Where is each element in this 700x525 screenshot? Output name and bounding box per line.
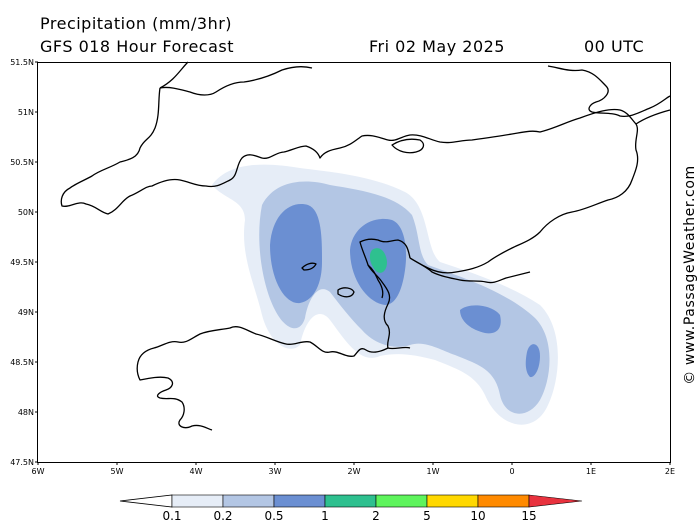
- legend-label: 15: [521, 509, 536, 523]
- lon-label: 6W: [32, 467, 45, 476]
- legend-swatch: [426, 494, 479, 508]
- legend-label: 10: [470, 509, 485, 523]
- forecast-label: GFS 018 Hour Forecast: [40, 37, 235, 56]
- lon-label: 5W: [111, 467, 124, 476]
- legend-label: 0.2: [213, 509, 232, 523]
- coastline-england: [60, 61, 639, 274]
- jersey-island: [337, 287, 355, 298]
- lat-label: 48N: [18, 408, 34, 417]
- coastline-normandy: [409, 257, 531, 284]
- legend-swatch: [171, 494, 224, 508]
- lon-label: 1E: [586, 467, 596, 476]
- map-title: Precipitation (mm/3hr): [40, 14, 233, 33]
- lat-label: 49N: [18, 308, 34, 317]
- precip-level-0-5: [460, 305, 501, 334]
- precip-level-1: [369, 248, 387, 273]
- lon-label: 2W: [348, 467, 361, 476]
- legend-swatch: [477, 494, 530, 508]
- forecast-time: 00 UTC: [584, 37, 645, 56]
- legend-arrow-low: [119, 494, 173, 508]
- legend-swatch: [324, 494, 377, 508]
- coastlines: [60, 61, 671, 431]
- coastline-brittany: [136, 326, 389, 431]
- legend-label: 0.1: [162, 509, 181, 523]
- precip-fields: [212, 164, 558, 425]
- guernsey-island: [301, 262, 317, 271]
- lat-label: 51.5N: [10, 58, 34, 67]
- legend-label: 2: [372, 509, 380, 523]
- precip-level-0-5: [525, 344, 540, 378]
- lat-label: 51N: [18, 108, 34, 117]
- isle-of-wight: [391, 138, 425, 154]
- lat-label: 50N: [18, 208, 34, 217]
- legend-label: 0.5: [264, 509, 283, 523]
- lat-label: 49.5N: [10, 258, 34, 267]
- legend-swatch: [273, 494, 326, 508]
- precip-level-0-5: [270, 204, 322, 304]
- legend-swatch: [222, 494, 275, 508]
- legend-label: 5: [423, 509, 431, 523]
- coastline-kent: [547, 65, 671, 118]
- coastline-wales: [159, 66, 313, 96]
- legend-swatch: [528, 494, 583, 508]
- lon-label: 0: [509, 467, 514, 476]
- precip-legend: 0.1 0.2 0.5 1 2 5 10 15: [119, 494, 583, 523]
- coastline-east-anglia: [635, 109, 671, 125]
- lat-label: 47.5N: [10, 458, 34, 467]
- lat-label: 48.5N: [10, 358, 34, 367]
- legend-label: 1: [321, 509, 329, 523]
- legend-swatch: [375, 494, 428, 508]
- forecast-date: Fri 02 May 2025: [369, 37, 505, 56]
- precip-level-0-2: [259, 181, 550, 414]
- border-line: [367, 264, 384, 299]
- lon-label: 3W: [269, 467, 282, 476]
- lat-label: 50.5N: [10, 158, 34, 167]
- lon-label: 4W: [190, 467, 203, 476]
- lon-label: 1W: [427, 467, 440, 476]
- watermark-text: © www.PassageWeather.com: [682, 165, 698, 385]
- lon-label: 2E: [665, 467, 675, 476]
